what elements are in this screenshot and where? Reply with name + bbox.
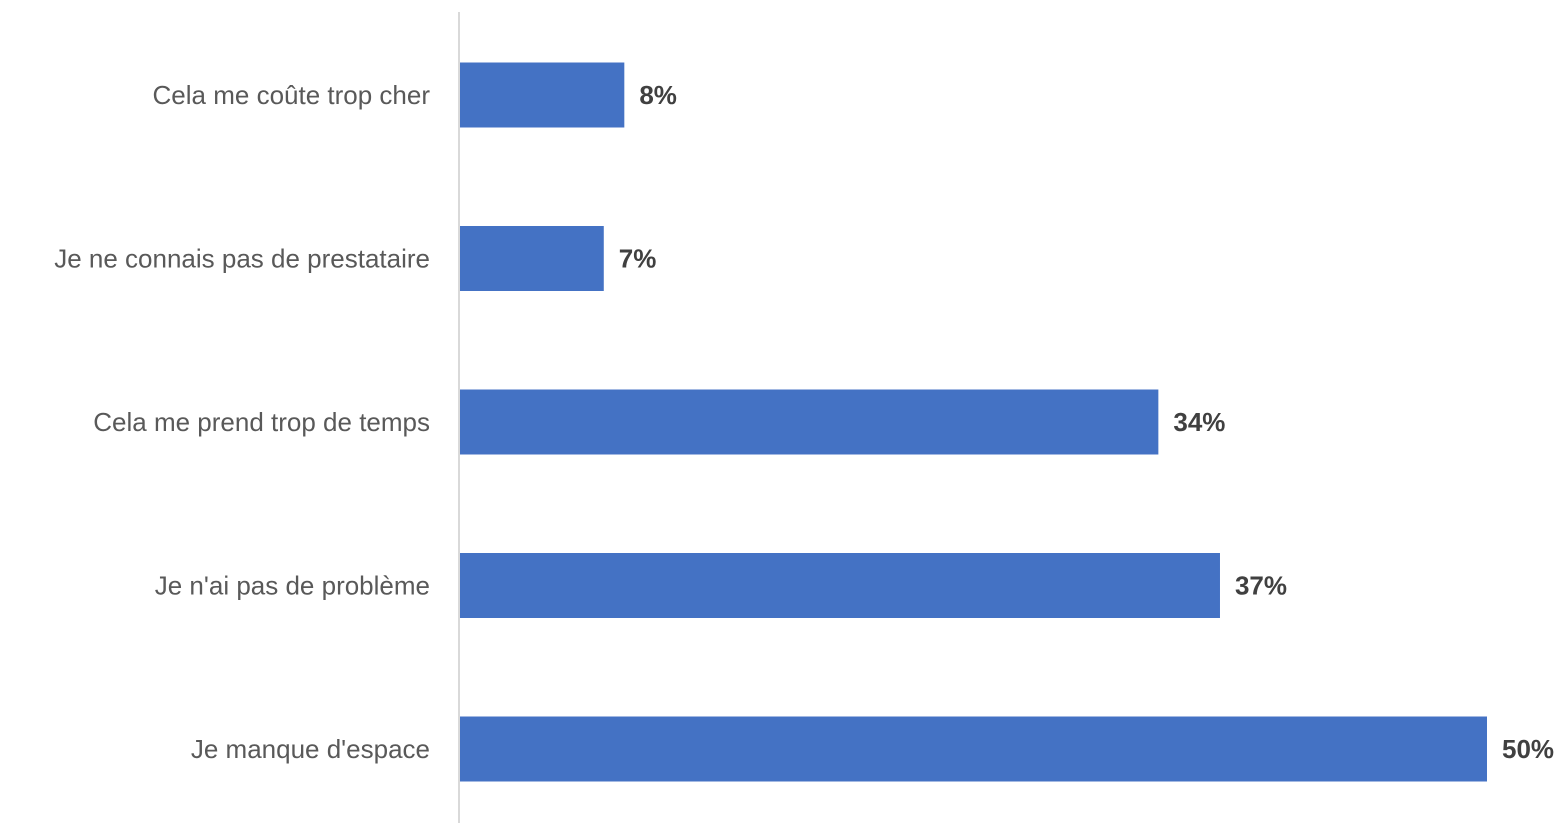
category-label-2: Cela me prend trop de temps xyxy=(93,407,430,437)
bar-2 xyxy=(460,389,1159,455)
value-label-4: 50% xyxy=(1502,734,1554,764)
value-labels-group: 8% 7% 34% 37% 50% xyxy=(619,80,1554,764)
value-label-3: 37% xyxy=(1235,571,1287,601)
category-label-1: Je ne connais pas de prestataire xyxy=(54,244,430,274)
bar-1 xyxy=(460,226,604,291)
bars-group xyxy=(460,62,1487,782)
category-label-4: Je manque d'espace xyxy=(191,734,430,764)
bar-0 xyxy=(460,62,625,128)
value-label-0: 8% xyxy=(639,80,677,110)
value-label-2: 34% xyxy=(1173,407,1225,437)
category-labels-group: Cela me coûte trop cher Je ne connais pas… xyxy=(54,80,430,764)
bar-3 xyxy=(460,553,1220,618)
bar-4 xyxy=(460,716,1487,782)
category-label-0: Cela me coûte trop cher xyxy=(153,80,431,110)
category-label-3: Je n'ai pas de problème xyxy=(155,571,430,601)
value-label-1: 7% xyxy=(619,244,657,274)
